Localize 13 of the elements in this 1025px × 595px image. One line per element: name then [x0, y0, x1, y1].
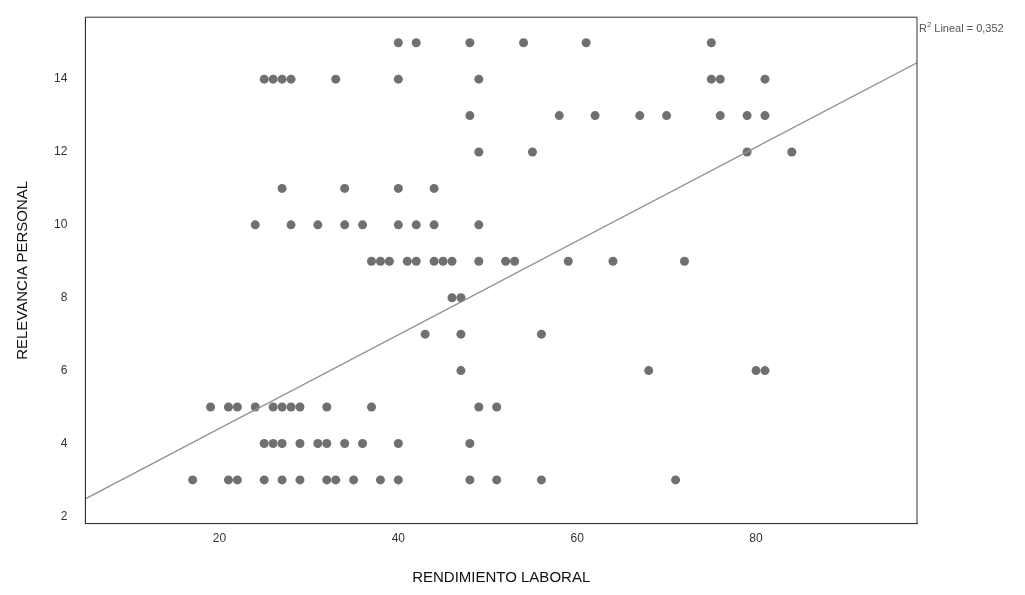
y-tick-label: 2 [60, 508, 68, 523]
y-tick-label: 14 [53, 71, 68, 86]
x-tick-label: 80 [749, 531, 764, 546]
y-tick-label: 12 [53, 144, 68, 159]
y-axis-title: RELEVANCIA PERSONAL [13, 180, 31, 360]
x-tick-label: 20 [212, 531, 227, 546]
y-tick-label: 6 [60, 362, 68, 377]
y-tick-label: 8 [60, 290, 68, 305]
x-axis-title: RENDIMIENTO LABORAL [412, 568, 591, 586]
x-tick-label: 40 [391, 531, 406, 546]
x-tick-label: 60 [570, 531, 585, 546]
y-tick-label: 4 [60, 435, 68, 450]
y-tick-label: 10 [53, 217, 68, 232]
